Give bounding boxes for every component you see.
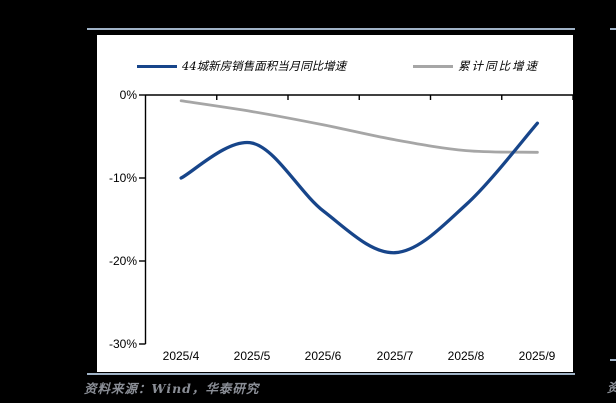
bottom-rule-adjacent-sliver [610,359,616,361]
x-tick-label-2: 2025/6 [305,349,342,363]
adjacent-source-fragment: 资 [607,377,616,396]
y-axis-ticks [139,94,146,345]
x-tick-label-0: 2025/4 [163,349,200,363]
source-note: 资料来源：Wind，华泰研究 [84,381,260,396]
legend-item-monthly: 44城新房销售面积当月同比增速 [137,59,346,73]
x-tick-label-5: 2025/9 [519,349,556,363]
bottom-rule [87,373,575,375]
y-tick-label-2: -20% [109,254,137,268]
x-tick-label-1: 2025/5 [234,349,271,363]
monthly-series-line [179,121,540,255]
cumulative-series-line [179,99,539,154]
chart-panel: 44城新房销售面积当月同比增速 累计同比增速 0% -10% -20% - [97,35,573,372]
y-tick-label-1: -10% [109,171,137,185]
top-rule [87,28,575,30]
cumulative-series-swatch [413,64,453,68]
y-tick-label-0: 0% [120,88,138,102]
monthly-series-swatch [137,64,177,68]
x-tick-label-3: 2025/7 [377,349,414,363]
line-chart: 0% -10% -20% -30% 2025/4 2025/5 2025/6 2… [109,88,573,363]
top-rule-adjacent-sliver [610,28,616,30]
x-tick-label-4: 2025/8 [448,349,485,363]
x-axis-ticks [216,95,573,100]
legend-label-cumulative: 累计同比增速 [458,59,539,73]
legend-label-monthly: 44城新房销售面积当月同比增速 [182,59,347,73]
legend-item-cumulative: 累计同比增速 [413,59,539,73]
y-tick-label-3: -30% [109,337,137,351]
